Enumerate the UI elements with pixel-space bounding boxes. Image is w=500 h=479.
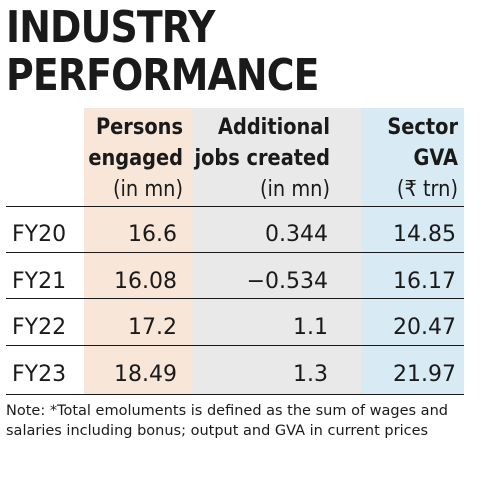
row-label-fy21: FY21 bbox=[12, 269, 67, 294]
cell-fy22-persons-engaged: 17.2 bbox=[128, 315, 177, 340]
column-header-unit: (in mn) bbox=[259, 177, 330, 202]
cell-fy20-sector-gva: 14.85 bbox=[393, 222, 456, 247]
cell-fy20-additional-jobs: 0.344 bbox=[265, 222, 328, 247]
cell-fy21-persons-engaged: 16.08 bbox=[114, 269, 177, 294]
row-label-fy22: FY22 bbox=[12, 315, 67, 340]
column-band-sector-gva bbox=[361, 108, 464, 395]
column-header-unit: (₹ trn) bbox=[396, 177, 458, 202]
column-header-sector-gva: Sector GVA (₹ trn) bbox=[348, 112, 458, 205]
row-divider bbox=[6, 345, 464, 346]
cell-fy22-additional-jobs: 1.1 bbox=[293, 315, 328, 340]
cell-fy20-persons-engaged: 16.6 bbox=[128, 222, 177, 247]
column-header-line: engaged bbox=[88, 146, 183, 171]
cell-fy23-additional-jobs: 1.3 bbox=[293, 362, 328, 387]
row-label-fy23: FY23 bbox=[12, 362, 67, 387]
title-line-2: PERFORMANCE bbox=[6, 50, 320, 101]
cell-fy22-sector-gva: 20.47 bbox=[393, 315, 456, 340]
column-header-line: Persons bbox=[95, 115, 183, 140]
cell-fy21-additional-jobs: −0.534 bbox=[246, 269, 328, 294]
title-line-1: INDUSTRY bbox=[6, 2, 215, 53]
column-header-line: GVA bbox=[413, 146, 458, 171]
row-divider bbox=[6, 252, 464, 253]
column-band-additional-jobs bbox=[191, 108, 361, 395]
cell-fy21-sector-gva: 16.17 bbox=[393, 269, 456, 294]
page-title: INDUSTRY PERFORMANCE bbox=[6, 2, 320, 101]
column-header-additional-jobs: Additional jobs created (in mn) bbox=[165, 112, 330, 205]
footnote: Note: *Total emoluments is defined as th… bbox=[6, 403, 448, 439]
row-divider bbox=[6, 298, 464, 299]
column-header-line: jobs created bbox=[194, 146, 330, 171]
row-label-fy20: FY20 bbox=[12, 222, 67, 247]
column-header-line: Sector bbox=[387, 115, 458, 140]
cell-fy23-sector-gva: 21.97 bbox=[393, 362, 456, 387]
column-header-unit: (in mn) bbox=[112, 177, 183, 202]
column-header-line: Additional bbox=[217, 115, 330, 140]
column-band-persons-engaged bbox=[84, 108, 191, 395]
column-header-persons-engaged: Persons engaged (in mn) bbox=[73, 112, 183, 205]
row-divider bbox=[6, 394, 464, 395]
cell-fy23-persons-engaged: 18.49 bbox=[114, 362, 177, 387]
row-divider bbox=[6, 206, 464, 207]
